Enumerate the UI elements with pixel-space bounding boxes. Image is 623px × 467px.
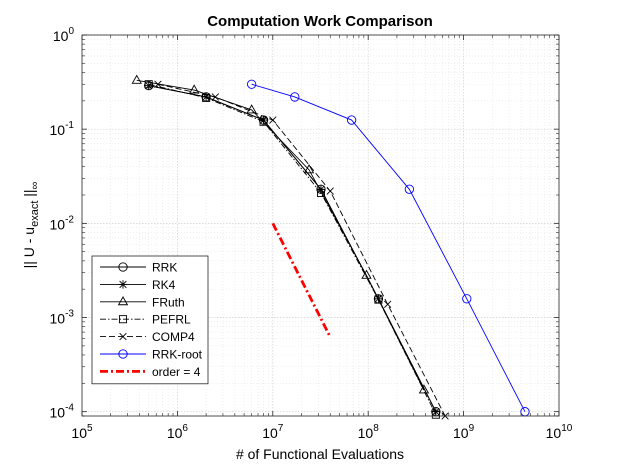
legend-entry-rrk-root: RRK-root (100, 348, 203, 362)
legend-label-rrk-root: RRK-root (152, 348, 203, 362)
series-fruth (131, 74, 430, 394)
x-tick-label: 106 (167, 423, 189, 441)
x-axis-label: # of Functional Evaluations (236, 446, 404, 462)
data-point-rrk-root (290, 92, 300, 102)
data-point-pefrl (259, 117, 268, 126)
plot-frame (81, 34, 560, 417)
ticks (81, 34, 560, 417)
y-tick-label: 10-4 (50, 403, 75, 421)
legend-marker-rrk-root (118, 349, 128, 359)
data-point-fruth (131, 74, 142, 84)
series-line-order-4 (271, 222, 332, 338)
data-point-fruth (189, 84, 200, 94)
y-tick-label: 10-3 (50, 309, 75, 327)
legend-marker-fruth (117, 296, 129, 306)
series-line-comp4 (157, 83, 446, 417)
y-axis-label-sub2: ∞ (29, 182, 41, 190)
y-tick-label: 10-2 (50, 214, 75, 232)
y-tick-label: 100 (53, 26, 75, 44)
series-line-rrk-root (251, 83, 526, 412)
data-point-comp4 (326, 187, 334, 195)
legend-marker-comp4 (119, 332, 127, 341)
y-axis-label: || U - uexact ||∞ (21, 182, 41, 269)
y-axis-label-end: || (21, 189, 37, 200)
series-order-4 (271, 222, 332, 338)
data-point-pefrl (374, 295, 383, 304)
series-pefrl (144, 80, 440, 419)
x-tick-label: 108 (358, 423, 380, 441)
legend-marker-rk4 (118, 280, 128, 289)
data-point-fruth (361, 269, 372, 279)
legend-marker-rrk (118, 262, 128, 272)
legend-entry-order-4: order = 4 (100, 365, 201, 379)
legend-entry-comp4: COMP4 (100, 330, 195, 344)
data-point-fruth (246, 104, 257, 114)
legend-entry-fruth: FRuth (100, 295, 185, 309)
data-point-pefrl (202, 93, 211, 102)
legend-marker-pefrl (118, 315, 128, 324)
x-tick-label: 1010 (546, 423, 573, 441)
data-point-comp4 (211, 93, 220, 101)
legend-label-order-4: order = 4 (152, 365, 201, 379)
y-axis-label-main: || U - u (21, 227, 37, 269)
data-point-rrk-root (246, 79, 257, 89)
data-point-fruth (303, 164, 315, 174)
legend-label-fruth: FRuth (152, 295, 185, 309)
data-point-comp4 (269, 116, 277, 124)
legend-label-rk4: RK4 (152, 278, 176, 292)
legend: RRK RK4 FRuth PEFRL COMP4 RRK-root order = 4 (91, 255, 209, 385)
legend-entry-pefrl: PEFRL (100, 313, 191, 327)
data-point-pefrl (316, 188, 326, 198)
data-point-fruth (418, 384, 430, 394)
y-tick-label: 10-1 (50, 120, 75, 138)
x-tick-label: 107 (262, 423, 284, 441)
data-point-comp4 (154, 80, 162, 88)
data-point-rrk-root (404, 184, 415, 194)
series-line-pefrl (148, 83, 437, 415)
series-layer (131, 74, 530, 420)
legend-entry-rrk: RRK (100, 261, 177, 275)
data-point-rrk-root (346, 115, 357, 125)
data-point-pefrl (431, 410, 440, 419)
data-point-rrk-root (462, 294, 472, 304)
data-point-comp4 (383, 300, 392, 309)
legend-box (91, 255, 209, 385)
x-tick-label: 109 (453, 423, 475, 441)
tick-labels: 105 106 107 108 109 1010 100 10-1 10-2 10-3 10-4 (50, 26, 573, 441)
series-line-fruth (136, 79, 425, 391)
legend-label-pefrl: PEFRL (152, 313, 191, 327)
legend-label-comp4: COMP4 (152, 330, 195, 344)
x-tick-label: 105 (71, 423, 93, 441)
legend-label-rrk: RRK (152, 261, 177, 275)
legend-entry-rk4: RK4 (100, 278, 176, 292)
data-point-pefrl (144, 80, 153, 89)
y-axis-label-sub: exact (29, 201, 41, 227)
chart-title: Computation Work Comparison (207, 13, 433, 30)
